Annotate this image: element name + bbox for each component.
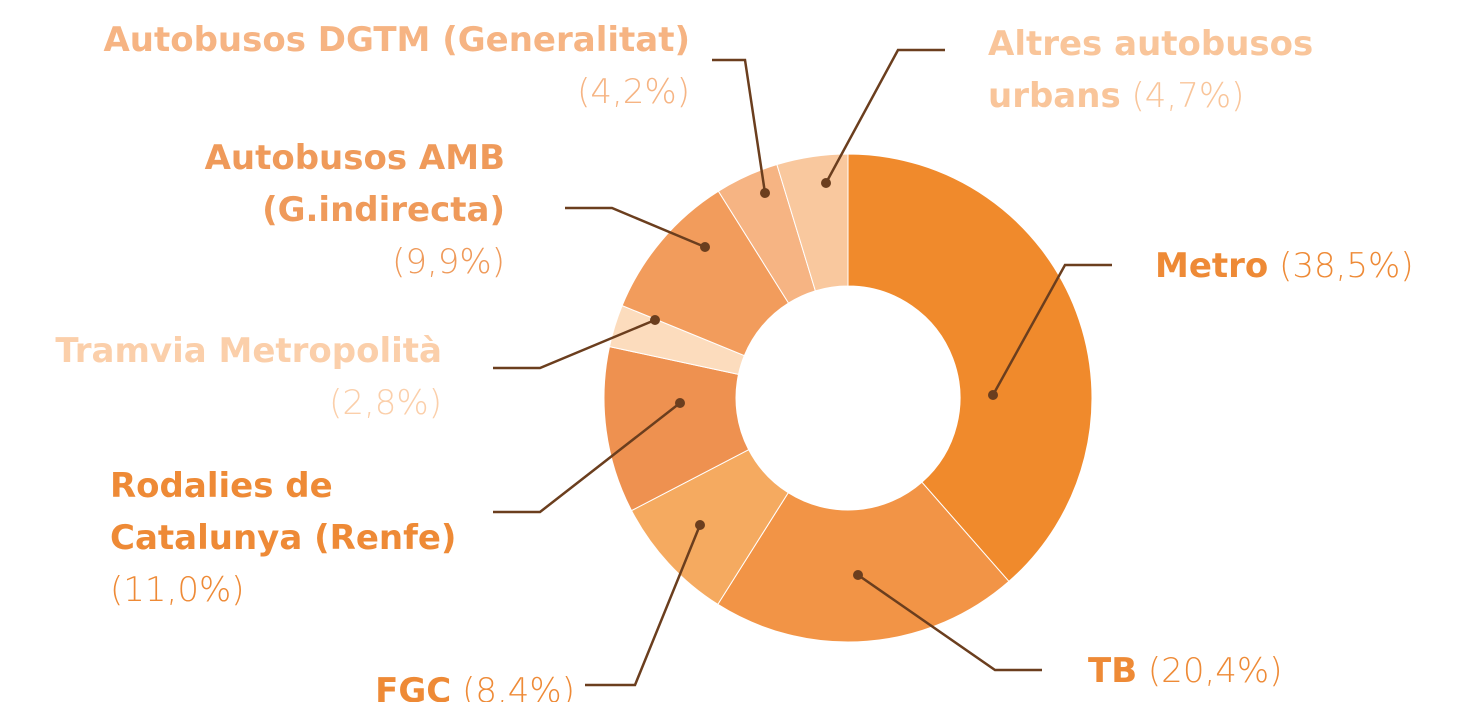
category-name: Autobusos AMB (G.indirecta): [204, 138, 505, 230]
leader-line: [493, 402, 681, 514]
slice-label: Rodalies de Catalunya (Renfe) (11,0%): [110, 460, 490, 616]
slice-label: Metro (38,5%): [1155, 240, 1455, 292]
value-label: (11,0%): [110, 570, 245, 610]
leader-line: [824, 48, 945, 184]
category-name: TB: [1088, 651, 1138, 691]
leader-line: [857, 573, 1042, 672]
category-name: Rodalies de Catalunya (Renfe): [110, 466, 457, 558]
leader-dots: [650, 178, 998, 580]
value-label: (4,7%): [1131, 76, 1245, 116]
leader-lines: [493, 48, 1112, 687]
donut-slice: [776, 153, 849, 292]
leader-dot: [675, 398, 685, 408]
slice-label: Tramvia Metropolità (2,8%): [20, 325, 442, 429]
slice-label: TB (20,4%): [1088, 645, 1388, 697]
leader-dot: [760, 188, 770, 198]
donut-slice: [717, 481, 1010, 643]
value-label: (38,5%): [1279, 246, 1414, 286]
leader-dot: [700, 242, 710, 252]
value-label: (2,8%): [329, 383, 442, 423]
value-label: (20,4%): [1147, 651, 1283, 691]
slice-label: Autobusos DGTM (Generalitat) (4,2%): [40, 14, 690, 118]
category-name: FGC: [375, 671, 452, 702]
donut-slice: [847, 153, 1093, 583]
value-label: (8,4%): [462, 671, 575, 702]
leader-dot: [650, 315, 660, 325]
value-label: (4,2%): [577, 72, 690, 112]
leader-dot: [988, 390, 998, 400]
leader-dot: [695, 520, 705, 530]
leader-dot: [821, 178, 831, 188]
leader-line: [493, 318, 656, 370]
category-name: Metro: [1155, 246, 1269, 286]
leader-line: [565, 206, 706, 249]
leader-line: [712, 58, 767, 194]
category-name: Autobusos DGTM (Generalitat): [103, 20, 690, 60]
leader-line: [991, 263, 1112, 396]
value-label: (9,9%): [392, 242, 505, 282]
slice-label: Autobusos AMB (G.indirecta) (9,9%): [160, 132, 505, 288]
leader-dot: [853, 570, 863, 580]
category-name: Altres autobusos urbans: [988, 24, 1314, 116]
slice-label: Altres autobusos urbans (4,7%): [988, 18, 1318, 122]
leader-line: [585, 524, 702, 687]
slice-label: FGC (8,4%): [300, 665, 575, 702]
category-name: Tramvia Metropolità: [55, 331, 442, 371]
